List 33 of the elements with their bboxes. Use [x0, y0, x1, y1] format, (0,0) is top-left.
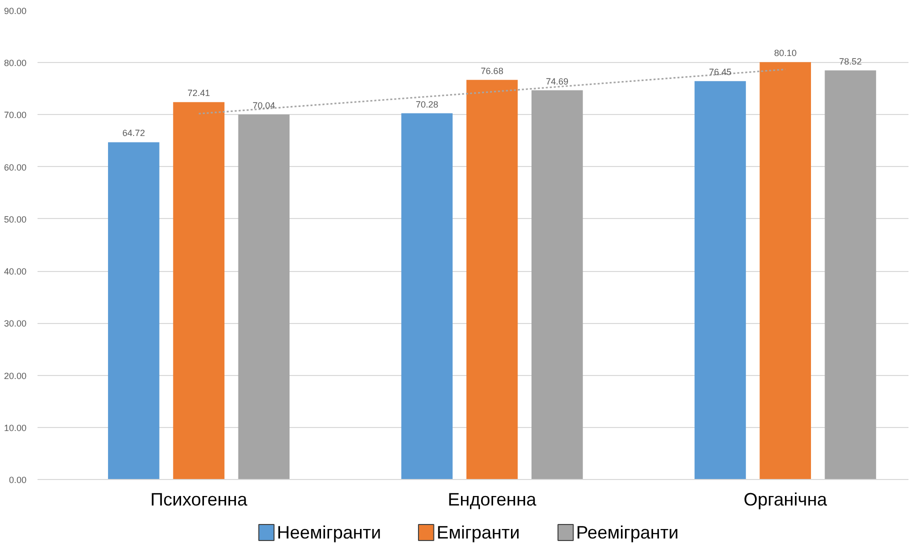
y-tick-label: 10.00: [4, 422, 27, 433]
y-tick-label: 20.00: [4, 370, 27, 381]
data-label: 78.52: [839, 56, 862, 66]
bar: [401, 113, 453, 480]
bar: [173, 102, 224, 480]
bar: [466, 80, 518, 480]
bar: [108, 142, 160, 480]
data-label: 76.68: [480, 66, 504, 76]
x-tick-label: Психогенна: [150, 490, 248, 510]
y-tick-label: 90.00: [4, 6, 27, 16]
bar: [238, 114, 290, 480]
bar: [760, 62, 811, 480]
legend-label: Неемігранти: [276, 522, 382, 542]
legend-label: Реемігранти: [576, 522, 679, 542]
bar: [824, 70, 876, 480]
y-tick-label: 40.00: [4, 266, 27, 277]
data-label: 72.41: [188, 88, 210, 98]
y-tick-label: 70.00: [4, 110, 27, 120]
y-tick-label: 50.00: [4, 214, 27, 224]
y-tick-label: 30.00: [4, 318, 27, 329]
x-tick-label: Органічна: [744, 490, 828, 510]
y-tick-label: 0.00: [8, 475, 27, 485]
y-tick-label: 60.00: [4, 162, 27, 172]
data-label: 70.04: [252, 100, 276, 111]
data-label: 70.28: [416, 99, 438, 110]
data-label: 74.69: [546, 76, 568, 86]
data-label: 64.72: [122, 128, 145, 138]
y-tick-label: 80.00: [4, 58, 27, 68]
data-label: 76.45: [708, 67, 732, 78]
data-label: 80.10: [774, 48, 797, 58]
x-tick-label: Ендогенна: [448, 490, 538, 510]
legend-label: Емігранти: [436, 522, 520, 542]
bar: [694, 81, 746, 480]
